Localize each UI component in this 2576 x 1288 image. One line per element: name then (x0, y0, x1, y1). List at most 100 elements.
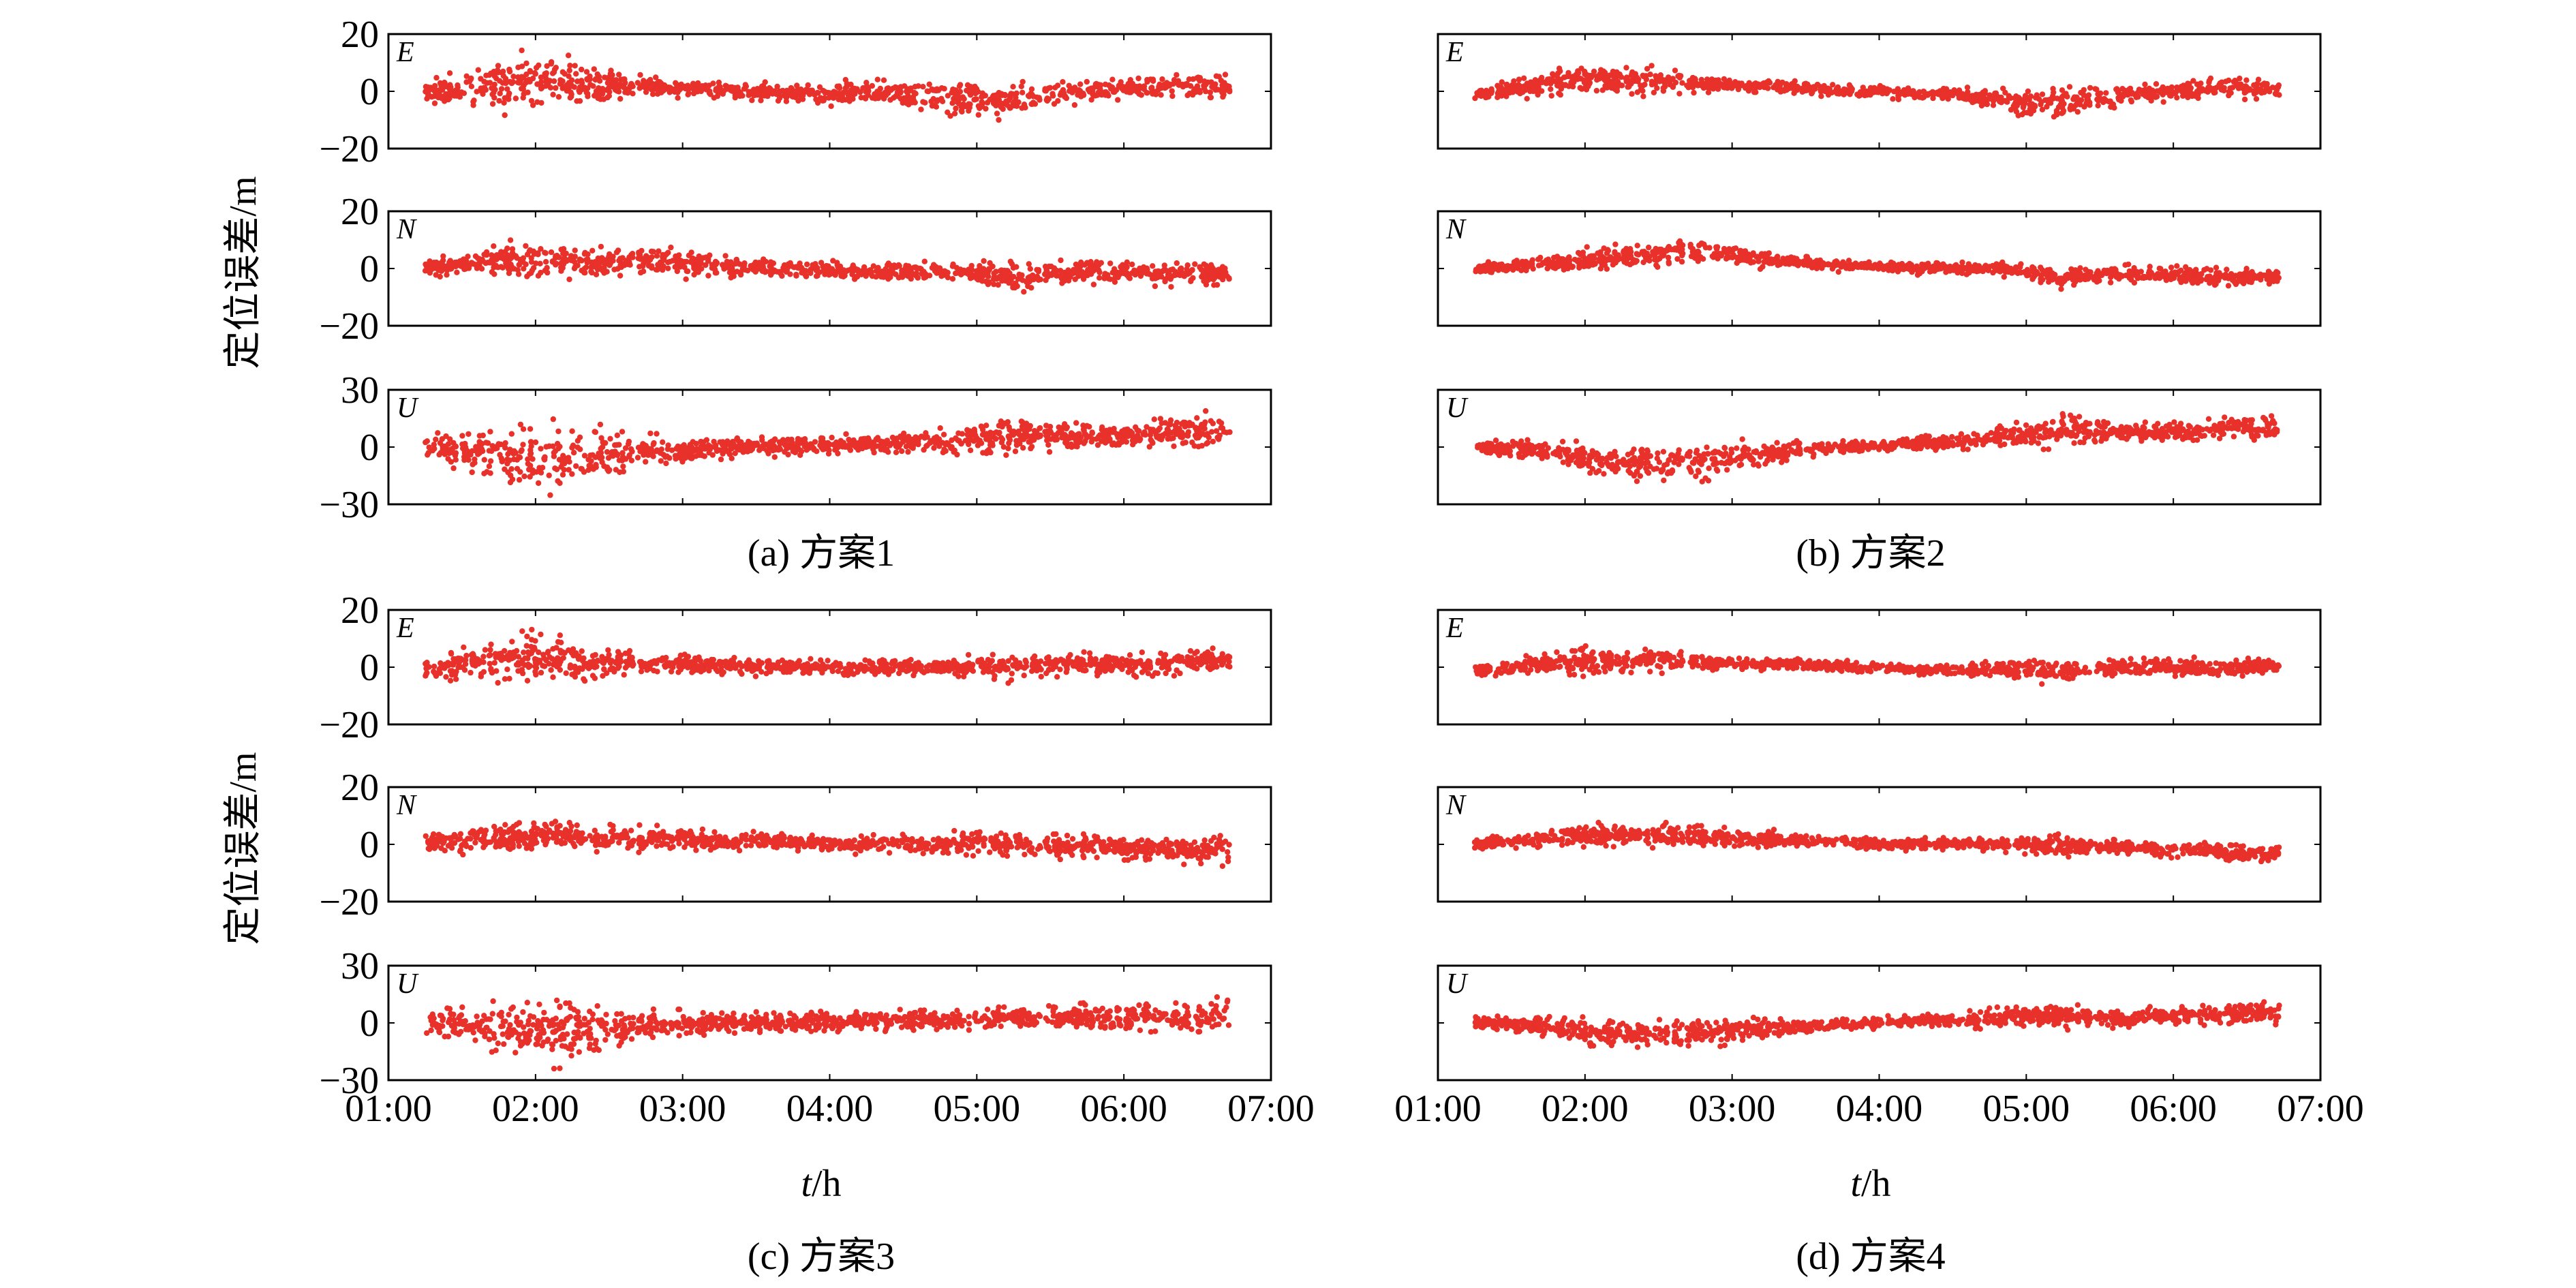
data-point (573, 71, 579, 77)
data-point (447, 91, 453, 97)
data-point (1943, 86, 1950, 92)
data-point (722, 253, 729, 259)
data-point (718, 456, 724, 463)
data-point (565, 455, 572, 461)
data-point (444, 267, 450, 273)
data-point (1020, 445, 1026, 451)
data-point (1963, 91, 1969, 97)
data-point (648, 87, 655, 93)
data-point (822, 266, 828, 273)
data-point (732, 450, 738, 457)
data-point (689, 455, 695, 461)
data-point (570, 450, 577, 456)
data-point (583, 256, 589, 263)
data-point (1216, 74, 1223, 80)
data-point (1226, 87, 1232, 94)
data-point (553, 85, 559, 91)
data-point (1109, 442, 1116, 448)
data-point (872, 95, 878, 102)
data-point (1776, 85, 1783, 91)
data-point (1979, 90, 1985, 97)
data-point (607, 435, 613, 442)
data-point (961, 96, 967, 102)
y-tick-label: 0 (360, 248, 379, 290)
data-point (1479, 91, 1486, 97)
data-point (551, 66, 558, 73)
data-point (1619, 82, 1625, 89)
data-point (535, 251, 541, 258)
data-point (435, 267, 442, 273)
data-point (802, 272, 808, 278)
data-point (974, 275, 980, 282)
data-point (1905, 87, 1912, 93)
data-point (1599, 87, 1606, 93)
data-point (552, 260, 559, 266)
data-point (945, 275, 951, 281)
data-point (516, 476, 523, 483)
data-point (694, 264, 700, 271)
data-point (1765, 85, 1771, 91)
data-point (656, 264, 662, 271)
data-point (2087, 85, 2094, 91)
data-point (600, 86, 606, 92)
data-point (2273, 91, 2280, 97)
data-point (649, 91, 656, 97)
data-point (1129, 438, 1136, 444)
data-point (2094, 96, 2100, 103)
data-point (566, 276, 572, 283)
data-point (1486, 93, 1492, 100)
data-point (1088, 439, 1095, 445)
data-point (932, 440, 939, 446)
data-point (592, 429, 598, 435)
data-point (504, 86, 510, 92)
data-point (555, 428, 562, 435)
axes-U-1: 300−30U (319, 369, 1272, 526)
data-point (1082, 438, 1088, 444)
data-point (515, 271, 522, 277)
data-point (1159, 420, 1165, 427)
data-point (945, 93, 951, 99)
data-point (1524, 95, 1530, 102)
data-point (616, 72, 622, 78)
data-point (754, 440, 760, 446)
data-point (1533, 81, 1540, 87)
component-label: E (1445, 37, 1464, 68)
data-point (1116, 83, 1122, 89)
data-point (2067, 105, 2073, 112)
data-point (1201, 85, 1208, 91)
data-point (637, 444, 643, 450)
data-point (705, 258, 711, 264)
data-point (2225, 283, 2232, 289)
data-point (1521, 75, 1527, 82)
data-point (870, 263, 877, 269)
data-point (428, 264, 434, 271)
data-point (1071, 266, 1077, 273)
data-point (1605, 247, 1612, 254)
data-point (959, 105, 966, 111)
data-point (1557, 91, 1563, 98)
data-point (1092, 84, 1098, 90)
data-point (1202, 431, 1208, 438)
data-point (524, 79, 530, 85)
data-point (949, 276, 956, 282)
data-point (1180, 271, 1186, 277)
data-point (1867, 85, 1874, 91)
data-point (724, 262, 730, 269)
data-point (819, 97, 826, 104)
data-point (805, 82, 811, 89)
data-point (908, 269, 914, 275)
data-point (2077, 265, 2083, 271)
data-point (510, 74, 517, 80)
data-point (448, 84, 454, 90)
data-point (615, 247, 622, 254)
data-point (1701, 241, 1707, 247)
data-point (591, 66, 597, 72)
data-point (931, 445, 937, 451)
data-point (453, 457, 459, 463)
data-point (1023, 433, 1030, 440)
data-point (1197, 75, 1203, 81)
data-point (554, 252, 560, 259)
data-point (1510, 87, 1517, 93)
data-point (2135, 89, 2141, 95)
data-point (882, 270, 888, 276)
